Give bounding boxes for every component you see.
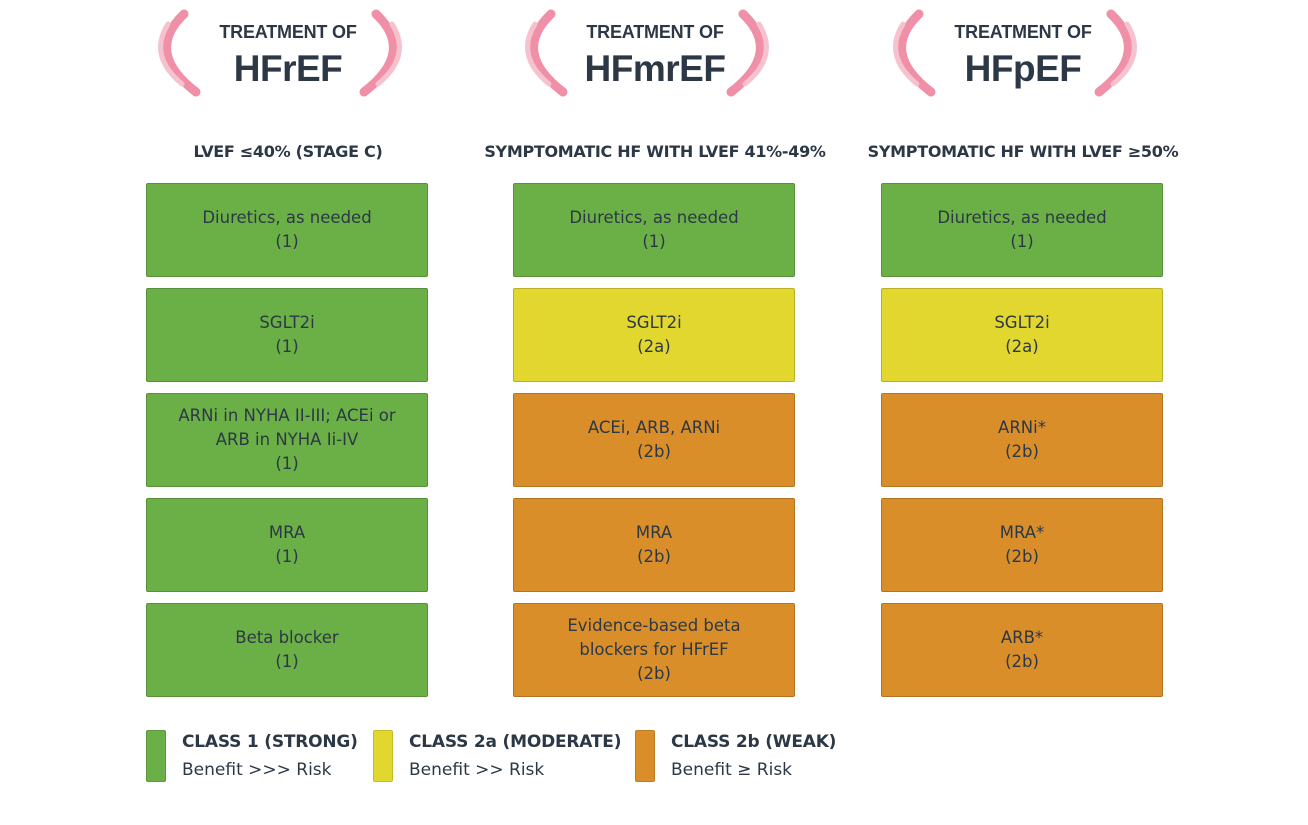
column-hfpef: TREATMENT OF HFpEF SYMPTOMATIC HF WITH L… [868, 0, 1179, 697]
treatment-box: Diuretics, as needed (1) [513, 183, 795, 277]
header-title: HFmrEF [584, 48, 726, 89]
legend-swatch [635, 730, 655, 782]
column-subtitle: SYMPTOMATIC HF WITH LVEF ≥50% [867, 142, 1179, 161]
treatment-class: (2b) [637, 547, 671, 566]
treatment-box: Evidence-based beta blockers for HFrEF (… [513, 603, 795, 697]
legend-title: CLASS 2b (WEAK) [671, 732, 837, 752]
treatment-text: SGLT2i [626, 313, 682, 332]
header-small-text: TREATMENT OF [586, 22, 724, 42]
treatment-class: (1) [275, 454, 299, 473]
column-header: TREATMENT OF HFpEF [881, 0, 1165, 105]
column-header: TREATMENT OF HFmrEF [513, 0, 797, 105]
bracket-decoration-icon [158, 9, 402, 97]
treatment-text: Diuretics, as needed [937, 208, 1107, 227]
treatment-text: Beta blocker [235, 628, 339, 647]
column-hfmref: TREATMENT OF HFmrEF SYMPTOMATIC HF WITH … [484, 0, 826, 697]
treatment-text: ARNi in NYHA II-III; ACEi or ARB in NYHA… [178, 406, 396, 449]
treatment-class: (1) [275, 232, 299, 251]
treatment-class: (1) [642, 232, 666, 251]
treatment-box: ARNi in NYHA II-III; ACEi or ARB in NYHA… [146, 393, 428, 487]
treatment-class: (2a) [1005, 337, 1039, 356]
treatment-box: Beta blocker (1) [146, 603, 428, 697]
treatment-box: SGLT2i (2a) [881, 288, 1163, 382]
treatment-text: ARNi* [998, 418, 1046, 437]
legend-description: Benefit >>> Risk [182, 760, 332, 780]
treatment-text: Evidence-based beta blockers for HFrEF [567, 616, 741, 659]
treatment-box: Diuretics, as needed (1) [881, 183, 1163, 277]
header-title: HFrEF [233, 48, 343, 89]
header-title: HFpEF [964, 48, 1082, 89]
treatment-class: (1) [275, 652, 299, 671]
column-subtitle: SYMPTOMATIC HF WITH LVEF 41%-49% [484, 142, 826, 161]
header-small-text: TREATMENT OF [219, 22, 357, 42]
treatment-text: ARB* [1000, 628, 1044, 647]
legend-swatch [146, 730, 166, 782]
treatment-box: ACEi, ARB, ARNi (2b) [513, 393, 795, 487]
treatment-class: (2a) [637, 337, 671, 356]
treatment-class: (1) [275, 337, 299, 356]
treatment-text: MRA* [999, 523, 1045, 542]
treatment-box: MRA (1) [146, 498, 428, 592]
treatment-box: MRA* (2b) [881, 498, 1163, 592]
treatment-text: Diuretics, as needed [202, 208, 372, 227]
treatment-text: Diuretics, as needed [569, 208, 739, 227]
legend-swatch [373, 730, 393, 782]
treatment-box: ARB* (2b) [881, 603, 1163, 697]
treatment-class: (2b) [1005, 652, 1039, 671]
treatment-box: SGLT2i (1) [146, 288, 428, 382]
treatment-box: MRA (2b) [513, 498, 795, 592]
header-small-text: TREATMENT OF [954, 22, 1092, 42]
treatment-text: ACEi, ARB, ARNi [587, 418, 721, 437]
treatment-text: MRA [268, 523, 306, 542]
legend-title: CLASS 2a (MODERATE) [409, 732, 622, 752]
legend-description: Benefit ≥ Risk [671, 760, 793, 780]
column-subtitle: LVEF ≤40% (STAGE C) [193, 142, 383, 161]
treatment-class: (1) [1010, 232, 1034, 251]
legend-title: CLASS 1 (STRONG) [182, 732, 358, 752]
treatment-text: MRA [635, 523, 673, 542]
legend-description: Benefit >> Risk [409, 760, 545, 780]
treatment-text: SGLT2i [994, 313, 1050, 332]
bracket-decoration-icon [525, 9, 769, 97]
treatment-class: (2b) [637, 664, 671, 683]
treatment-box: SGLT2i (2a) [513, 288, 795, 382]
treatment-text: SGLT2i [259, 313, 315, 332]
treatment-class: (2b) [1005, 547, 1039, 566]
treatment-box: Diuretics, as needed (1) [146, 183, 428, 277]
treatment-class: (1) [275, 547, 299, 566]
treatment-box: ARNi* (2b) [881, 393, 1163, 487]
column-header: TREATMENT OF HFrEF [146, 0, 430, 105]
treatment-class: (2b) [1005, 442, 1039, 461]
bracket-decoration-icon [893, 9, 1137, 97]
treatment-class: (2b) [637, 442, 671, 461]
column-hfref: TREATMENT OF HFrEF LVEF ≤40% (STAGE C) D… [146, 0, 430, 697]
